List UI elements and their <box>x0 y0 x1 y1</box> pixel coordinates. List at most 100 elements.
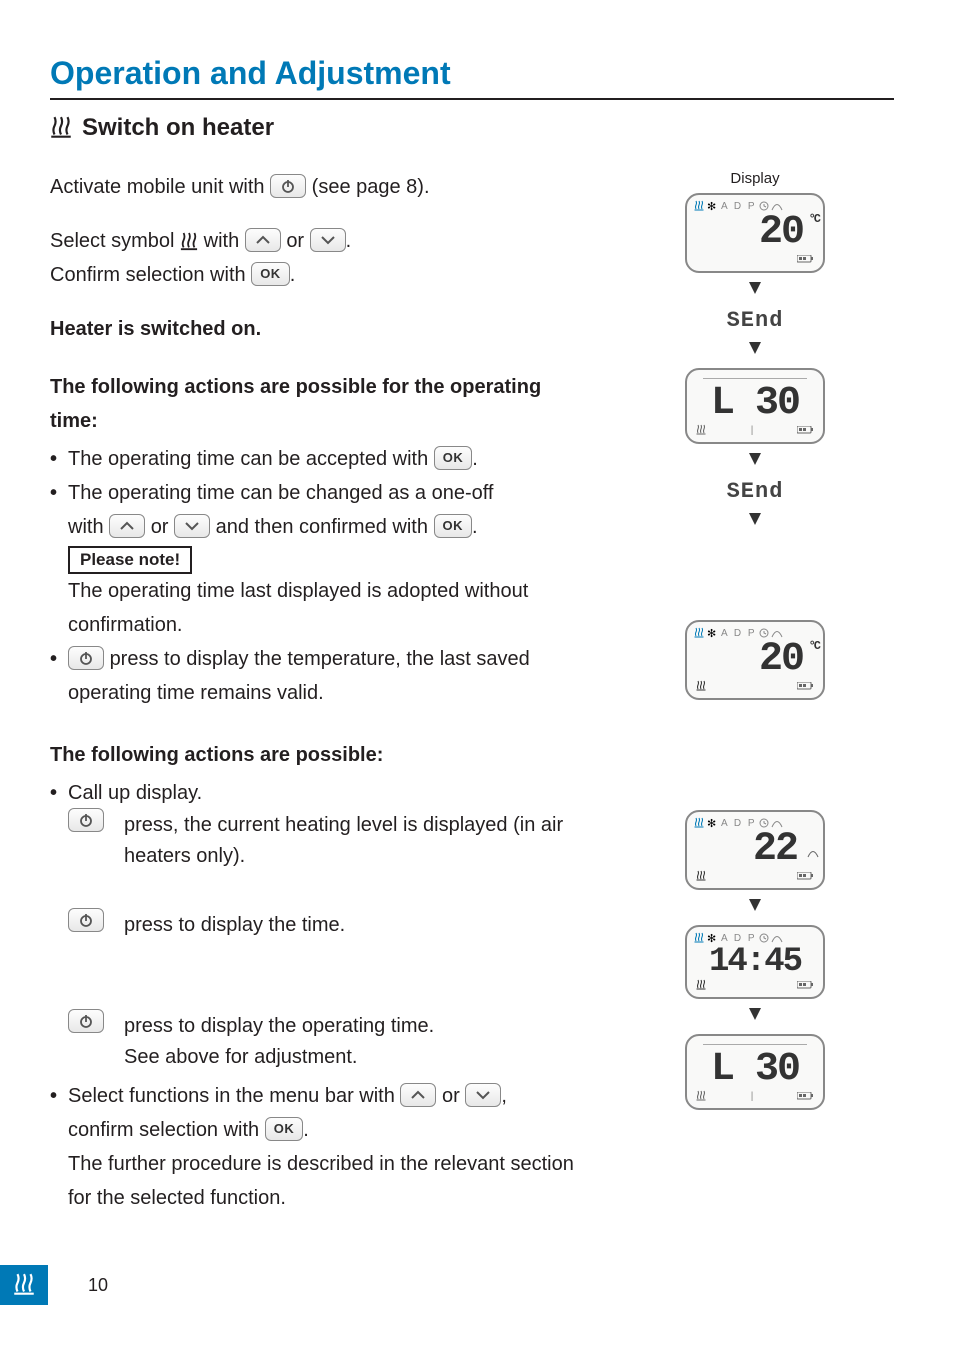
ok-button-icon: OK <box>434 514 473 538</box>
lcd-screen-22: A D P 22 <box>685 810 825 890</box>
text: A D P <box>721 933 757 944</box>
row-time: press to display the time. <box>50 910 590 941</box>
lcd-unit: °C <box>809 213 819 225</box>
note-text: The operating time last displayed is ado… <box>50 574 590 642</box>
text: Select functions in the menu bar with <box>68 1085 400 1107</box>
section-title: Switch on heater <box>50 114 894 142</box>
footer-heat-icon-tab <box>0 1265 48 1305</box>
actions-heading: The following actions are possible: <box>50 738 590 772</box>
power-button-icon <box>68 908 104 932</box>
lcd-screen-time: A D P 14:45 <box>685 925 825 999</box>
text: The operating time can be changed as a o… <box>68 482 493 504</box>
text: Confirm selection with <box>50 264 251 286</box>
text: A D P <box>721 628 757 639</box>
arrow-down-icon <box>620 896 890 919</box>
activate-line: Activate mobile unit with (see page 8). <box>50 170 590 204</box>
bullet-press-temp: press to display the temperature, the la… <box>50 642 590 710</box>
text: press to display the temperature, the la… <box>68 648 530 704</box>
text: press to display the operating time. See… <box>124 1011 590 1073</box>
text: press to display the operating time. <box>124 1015 434 1037</box>
up-button-icon <box>109 514 145 538</box>
text: . <box>472 448 478 470</box>
lcd-value: L 30 <box>693 1050 817 1090</box>
select-line: Select symbol with or . <box>50 224 590 258</box>
text: A D P <box>721 201 757 212</box>
page-number: 10 <box>88 1275 108 1296</box>
text: press, the current heating level is disp… <box>124 810 590 872</box>
down-button-icon <box>310 228 346 252</box>
display-label: Display <box>620 170 890 187</box>
text: . <box>346 230 352 252</box>
up-button-icon <box>245 228 281 252</box>
bullet-accept-time: The operating time can be accepted with … <box>50 442 590 476</box>
heat-icon <box>180 231 198 253</box>
further-procedure: The further procedure is described in th… <box>50 1147 590 1215</box>
arrow-down-icon <box>620 339 890 362</box>
lcd-screen-temp-20: A D P 20 °C <box>685 193 825 273</box>
text: with <box>68 516 109 538</box>
text: and then confirmed with <box>216 516 434 538</box>
arrow-down-icon <box>620 1005 890 1028</box>
text: . <box>303 1119 309 1141</box>
power-button-icon <box>68 808 104 832</box>
text: (see page 8). <box>312 176 430 198</box>
text: See above for adjustment. <box>124 1046 357 1068</box>
bullet-change-time-2: with or and then confirmed with OK. <box>50 510 590 544</box>
text: , <box>501 1085 507 1107</box>
send-label: SEnd <box>620 479 890 504</box>
power-button-icon <box>270 174 306 198</box>
note-box: Please note! <box>68 546 192 574</box>
confirm-line: Confirm selection with OK. <box>50 258 590 292</box>
ok-button-icon: OK <box>265 1117 304 1141</box>
text: Select symbol <box>50 230 180 252</box>
ok-button-icon: OK <box>434 446 473 470</box>
text: or <box>286 230 309 252</box>
text: press to display the time. <box>124 910 590 941</box>
power-button-icon <box>68 1009 104 1033</box>
down-button-icon <box>174 514 210 538</box>
lcd-unit: °C <box>809 640 819 652</box>
lcd-value: 20 <box>759 637 803 682</box>
text: A D P <box>721 818 757 829</box>
confirm-line-2: confirm selection with OK. <box>50 1113 590 1147</box>
down-button-icon <box>465 1083 501 1107</box>
text: Activate mobile unit with <box>50 176 270 198</box>
heater-on-heading: Heater is switched on. <box>50 312 590 346</box>
main-text-column: Activate mobile unit with (see page 8). … <box>50 170 590 1215</box>
display-lcd-20-heat: A D P 20 °C <box>620 620 890 700</box>
section-title-text: Switch on heater <box>82 114 274 142</box>
bullet-change-time: The operating time can be changed as a o… <box>50 476 590 510</box>
power-button-icon <box>68 646 104 670</box>
text: . <box>472 516 478 538</box>
bullet-callup: Call up display. <box>50 776 590 810</box>
bullet-select-functions: Select functions in the menu bar with or… <box>50 1079 590 1113</box>
page-footer: 10 <box>0 1265 108 1305</box>
text: . <box>290 264 296 286</box>
display-sequence-2: A D P 22 A D P 14:45 <box>620 810 890 1110</box>
text: or <box>442 1085 465 1107</box>
page-title: Operation and Adjustment <box>50 55 894 100</box>
lcd-value: 14:45 <box>693 945 817 979</box>
lcd-screen-l30: L 30 | <box>685 368 825 444</box>
lcd-screen-temp-20-active: A D P 20 °C <box>685 620 825 700</box>
send-label: SEnd <box>620 308 890 333</box>
actions-time-heading: The following actions are possible for t… <box>50 370 590 438</box>
lcd-value: 20 <box>759 210 803 255</box>
row-heating-level: press, the current heating level is disp… <box>50 810 590 872</box>
arrow-down-icon <box>620 279 890 302</box>
lcd-value: 22 <box>753 827 797 872</box>
text: or <box>151 516 174 538</box>
ok-button-icon: OK <box>251 262 290 286</box>
text: confirm selection with <box>68 1119 265 1141</box>
display-column: Display A D P 20 °C SEnd L 30 <box>620 170 890 1215</box>
display-sequence-1: Display A D P 20 °C SEnd L 30 <box>620 170 890 539</box>
heat-icon <box>50 115 72 141</box>
lcd-screen-l30-2: L 30 | <box>685 1034 825 1110</box>
row-operating-time: press to display the operating time. See… <box>50 1011 590 1073</box>
text: The operating time can be accepted with <box>68 448 434 470</box>
arrow-down-icon <box>620 510 890 533</box>
up-button-icon <box>400 1083 436 1107</box>
lcd-value: L 30 <box>693 384 817 424</box>
arrow-down-icon <box>620 450 890 473</box>
text: with <box>204 230 245 252</box>
